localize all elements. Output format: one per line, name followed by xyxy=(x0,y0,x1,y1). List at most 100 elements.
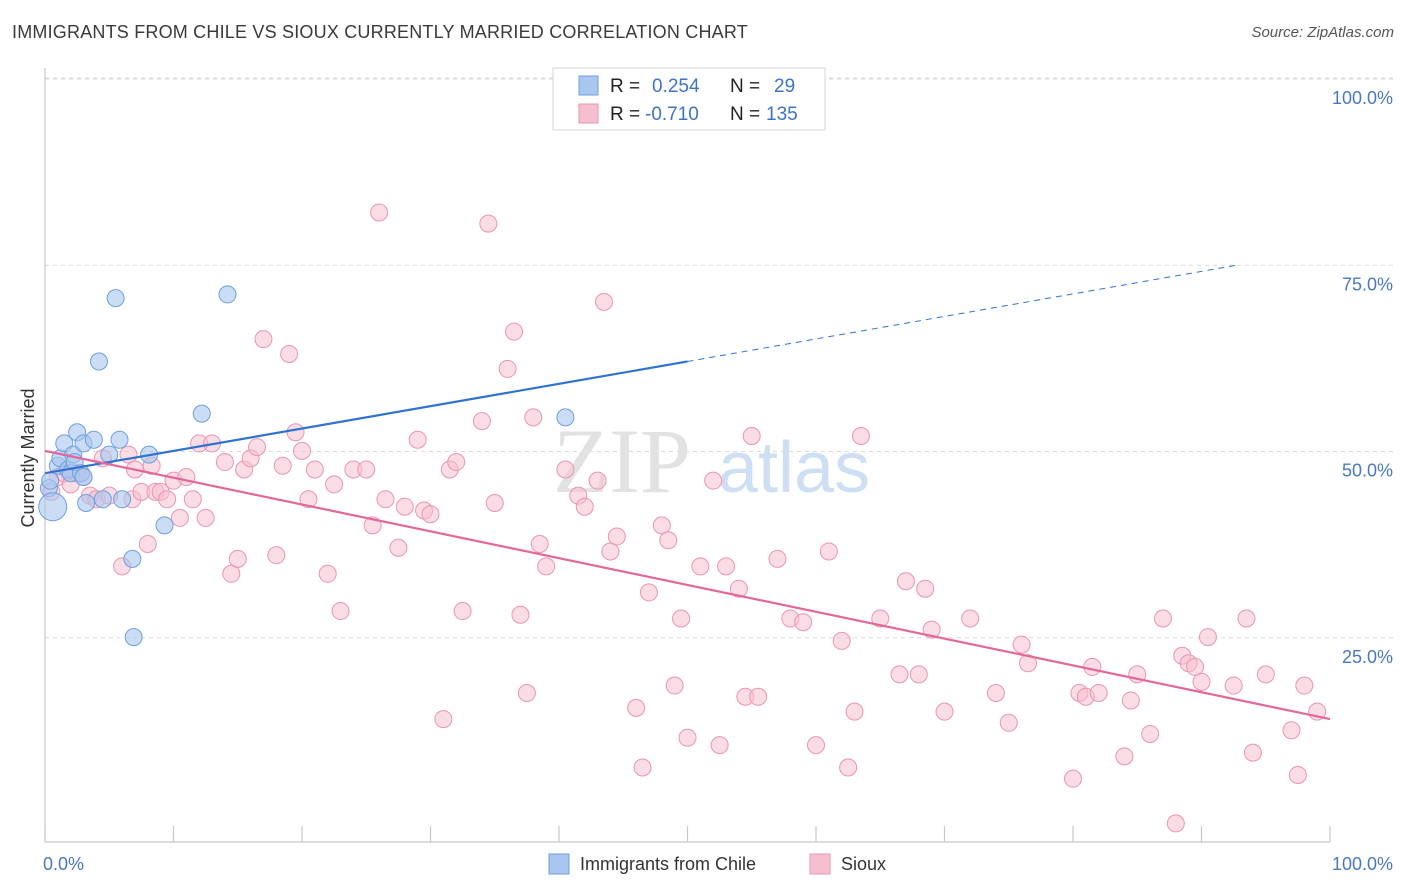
sioux-point xyxy=(1089,684,1108,702)
legend-r-chile: 0.254 xyxy=(652,76,700,97)
sioux-point xyxy=(215,453,234,472)
sioux-point xyxy=(408,430,427,449)
chile-point xyxy=(93,490,112,509)
sioux-point xyxy=(607,527,626,546)
watermark-atlas: atlas xyxy=(718,428,870,508)
sioux-point xyxy=(331,602,350,621)
sioux-point xyxy=(601,542,620,561)
legend-swatch-chile xyxy=(578,75,599,96)
y-tick-label: 75.0% xyxy=(1342,274,1393,294)
sioux-point xyxy=(896,572,915,591)
source-credit: Source: ZipAtlas.com xyxy=(1251,24,1394,41)
sioux-point xyxy=(1141,724,1160,743)
sioux-point xyxy=(1121,691,1140,710)
sioux-point xyxy=(228,549,247,568)
chile-point xyxy=(192,404,211,423)
chile-point xyxy=(38,492,68,522)
legend-r-label: R = xyxy=(610,76,640,97)
sioux-point xyxy=(652,516,671,535)
sioux-point xyxy=(434,710,453,729)
legend-n-label: N = xyxy=(730,76,760,97)
chile-trend-line xyxy=(44,360,688,475)
sioux-point xyxy=(1198,628,1217,647)
sioux-point xyxy=(890,665,909,684)
sioux-point xyxy=(986,684,1005,702)
sioux-point xyxy=(871,609,890,628)
grid-lines xyxy=(45,77,1395,639)
chile-point xyxy=(89,352,108,371)
sioux-point xyxy=(659,531,678,550)
sioux-point xyxy=(1166,814,1185,833)
sioux-point xyxy=(575,497,594,516)
sioux-point xyxy=(254,330,273,349)
sioux-point xyxy=(293,441,311,460)
sioux-point xyxy=(1224,676,1243,695)
sioux-point xyxy=(1243,743,1262,762)
chart-title: IMMIGRANTS FROM CHILE VS SIOUX CURRENTLY… xyxy=(12,22,748,42)
sioux-point xyxy=(749,687,768,706)
bottom-legend-chile: Immigrants from Chile xyxy=(580,854,756,874)
bottom-swatch-sioux xyxy=(809,853,831,875)
bottom-swatch-chile xyxy=(548,853,570,875)
sioux-point xyxy=(170,508,189,527)
sioux-point xyxy=(672,609,691,628)
sioux-point xyxy=(678,728,697,747)
sioux-point xyxy=(710,736,729,755)
sioux-point xyxy=(498,359,517,378)
y-tick-label: 25.0% xyxy=(1342,647,1393,667)
sioux-point xyxy=(1282,721,1301,740)
x-tick-label: 100.0% xyxy=(1332,854,1393,874)
sioux-point xyxy=(1256,665,1275,684)
sioux-point xyxy=(556,460,575,479)
chile-point xyxy=(106,289,125,308)
sioux-point xyxy=(280,345,299,364)
sioux-point xyxy=(177,467,196,486)
sioux-point xyxy=(768,549,787,568)
legend-r-label: R = xyxy=(610,104,640,125)
bottom-legend-sioux: Sioux xyxy=(841,854,886,874)
sioux-point xyxy=(845,702,864,721)
sioux-point xyxy=(530,535,549,553)
sioux-point xyxy=(248,438,267,457)
legend-n-label: N = xyxy=(730,104,760,125)
chile-point xyxy=(110,430,129,449)
sioux-point xyxy=(588,471,607,490)
sioux-point xyxy=(472,412,491,431)
trend-lines xyxy=(44,264,1331,721)
sioux-point xyxy=(1012,635,1031,654)
chile-point xyxy=(84,430,103,449)
chile-point xyxy=(77,494,96,513)
sioux-point xyxy=(389,538,408,557)
sioux-point xyxy=(1019,654,1038,673)
sioux-point xyxy=(222,564,241,583)
sioux-point xyxy=(158,490,177,509)
chile-point xyxy=(113,490,132,509)
chile-trend-extension xyxy=(687,264,1241,362)
sioux-point xyxy=(447,453,466,472)
legend-swatch-sioux xyxy=(578,103,599,124)
legend-n-chile: 29 xyxy=(774,76,795,97)
sioux-point xyxy=(639,583,658,602)
sioux-point xyxy=(935,702,954,721)
chile-point xyxy=(41,471,60,490)
legend-bottom: Immigrants from Chile Sioux xyxy=(548,853,886,875)
sioux-point xyxy=(633,758,652,777)
sioux-point xyxy=(851,426,870,445)
y-axis-label: Currently Married xyxy=(18,388,38,527)
sioux-point xyxy=(961,609,980,628)
sioux-point xyxy=(318,564,337,583)
chile-point xyxy=(218,285,237,304)
sioux-point xyxy=(1083,657,1102,676)
sioux-trend-line xyxy=(44,449,1331,721)
chile-point xyxy=(556,408,575,427)
sioux-point xyxy=(517,684,536,702)
sioux-point xyxy=(999,713,1018,732)
sioux-point xyxy=(505,322,524,341)
sioux-point xyxy=(807,736,825,755)
chile-point xyxy=(74,467,93,486)
legend-top: R = 0.254 N = 29 R = -0.710 N = 135 xyxy=(552,67,826,131)
sioux-point xyxy=(395,497,414,516)
sioux-point xyxy=(357,460,376,479)
sioux-point xyxy=(1295,676,1314,695)
